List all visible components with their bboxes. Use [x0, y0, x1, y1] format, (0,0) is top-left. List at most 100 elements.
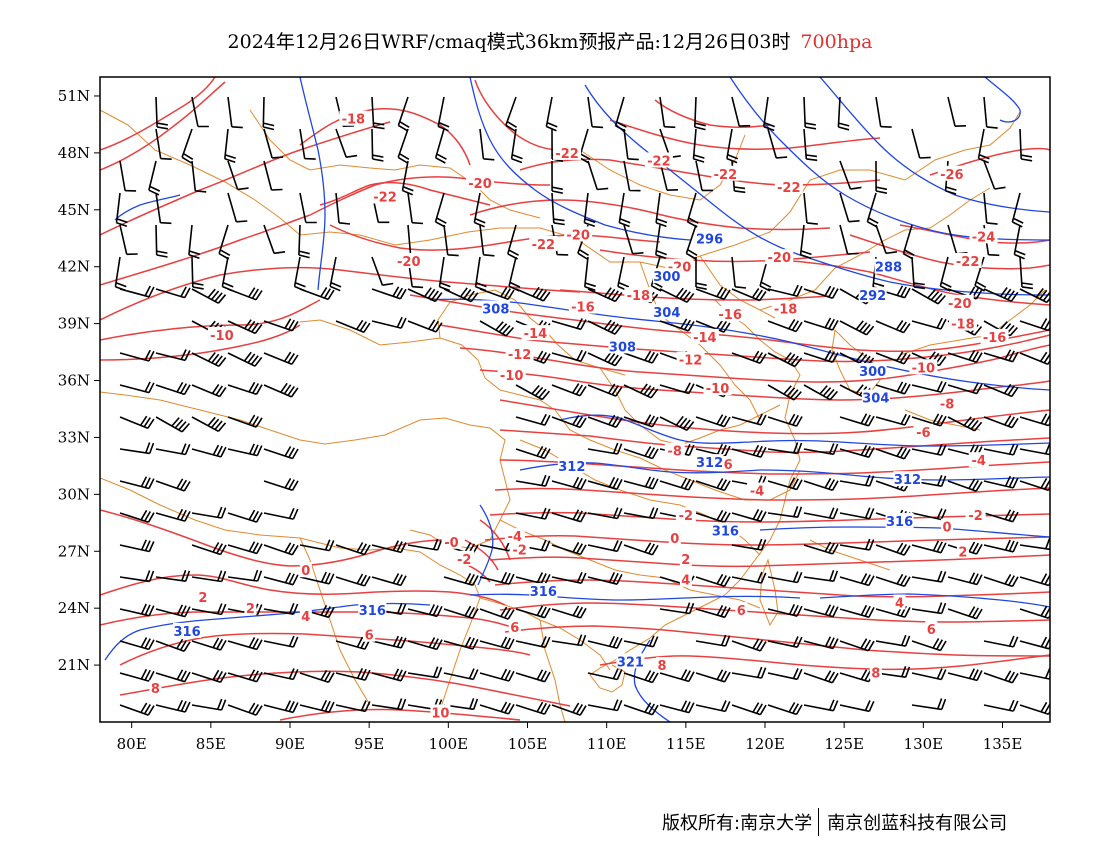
temperature-label: 6 [365, 629, 374, 644]
lat-tick-label: 48N [58, 144, 90, 162]
height-label: 312 [894, 473, 921, 488]
lon-tick-label: 80E [117, 735, 147, 753]
copyright-footer: 版权所有:南京大学 南京创蓝科技有限公司 [662, 808, 1007, 836]
lat-tick-label: 24N [58, 599, 90, 617]
temperature-label: -16 [571, 301, 595, 316]
temperature-label: -20 [397, 255, 421, 270]
temperature-label: 8 [658, 659, 667, 674]
temperature-label: 10 [431, 707, 449, 722]
map-background [100, 77, 1050, 722]
lat-tick-label: 27N [58, 542, 90, 560]
temperature-label: 6 [927, 623, 936, 638]
lat-tick-label: 45N [58, 201, 90, 219]
longitude-axis: 80E 85E 90E 95E 100E 105E 110E 115E 120E 125E 130E… [117, 722, 1023, 753]
height-label: 316 [359, 604, 386, 619]
lon-tick-label: 100E [429, 735, 469, 753]
lat-tick-label: 36N [58, 372, 90, 390]
temperature-label: 0 [301, 564, 310, 579]
lon-tick-label: 135E [983, 735, 1023, 753]
temperature-label: -12 [508, 348, 532, 363]
temperature-label: -2 [512, 543, 526, 558]
lon-tick-label: 110E [587, 735, 627, 753]
lat-tick-label: 39N [58, 315, 90, 333]
temperature-label: -20 [566, 228, 590, 243]
temperature-label: -24 [972, 230, 996, 245]
height-label: 316 [174, 625, 201, 640]
height-label: 300 [859, 365, 886, 380]
temperature-label: -8 [940, 397, 954, 412]
temperature-label: -18 [627, 289, 651, 304]
temperature-label: -6 [916, 426, 930, 441]
temperature-label: -14 [524, 327, 548, 342]
footer-separator [818, 808, 819, 836]
temperature-label: -14 [693, 331, 717, 346]
temperature-label: 0 [943, 521, 952, 536]
temperature-label: -20 [768, 251, 792, 266]
lat-tick-label: 42N [58, 258, 90, 276]
temperature-label: -22 [373, 191, 397, 206]
temperature-label: -26 [940, 168, 964, 183]
temperature-label: 6 [737, 604, 746, 619]
temperature-label: -2 [679, 509, 693, 524]
lat-tick-label: 30N [58, 485, 90, 503]
lon-tick-label: 120E [745, 735, 785, 753]
temperature-label: -2 [968, 509, 982, 524]
height-label: 321 [617, 655, 644, 670]
height-label: 304 [653, 306, 680, 321]
temperature-label: 2 [958, 545, 967, 560]
temperature-label: 4 [681, 574, 690, 589]
temperature-label: 0 [670, 532, 679, 547]
lon-tick-label: 85E [196, 735, 226, 753]
temperature-label: -12 [679, 354, 703, 369]
lat-tick-label: 33N [58, 428, 90, 446]
lon-tick-label: 105E [508, 735, 548, 753]
temperature-label: -10 [500, 369, 524, 384]
lon-tick-label: 95E [354, 735, 384, 753]
temperature-label: -4 [750, 485, 764, 500]
temperature-label: 6 [510, 621, 519, 636]
temperature-label: -10 [706, 382, 730, 397]
copyright-right: 南京创蓝科技有限公司 [827, 809, 1007, 835]
height-label: 312 [558, 460, 585, 475]
height-label: 288 [875, 261, 902, 276]
temperature-label: -4 [972, 454, 986, 469]
temperature-label: 8 [151, 682, 160, 697]
temperature-label: 2 [198, 591, 207, 606]
temperature-label: 8 [871, 667, 880, 682]
temperature-label: -10 [912, 361, 936, 376]
temperature-label: -2 [457, 553, 471, 568]
temperature-label: -20 [468, 177, 492, 192]
height-label: 292 [859, 289, 886, 304]
temperature-label: -0 [444, 536, 458, 551]
temperature-label: -20 [948, 297, 972, 312]
temperature-label: -16 [718, 308, 742, 323]
height-label: 312 [696, 456, 723, 471]
latitude-axis: 51N 48N 45N 42N 39N 36N 33N 30N 27N 24N 21N [58, 87, 100, 674]
temperature-label: 2 [681, 553, 690, 568]
lon-tick-label: 115E [666, 735, 706, 753]
temperature-label: -22 [647, 154, 671, 169]
temperature-label: -10 [210, 329, 234, 344]
height-label: 296 [696, 232, 723, 247]
temperature-label: -22 [956, 255, 980, 270]
temperature-label: -22 [555, 147, 579, 162]
height-label: 300 [653, 270, 680, 285]
lon-tick-label: 90E [275, 735, 305, 753]
temperature-label: -18 [342, 113, 366, 128]
lon-tick-label: 125E [824, 735, 864, 753]
temperature-label: -22 [714, 168, 738, 183]
temperature-label: -18 [774, 302, 798, 317]
height-label: 316 [886, 515, 913, 530]
lat-tick-label: 51N [58, 87, 90, 105]
height-label: 308 [482, 302, 509, 317]
lon-tick-label: 130E [904, 735, 944, 753]
temperature-label: 4 [895, 596, 904, 611]
lat-tick-label: 21N [58, 656, 90, 674]
height-label: 304 [862, 392, 889, 407]
temperature-label: -22 [777, 181, 801, 196]
height-label: 308 [609, 340, 636, 355]
temperature-label: 4 [301, 610, 310, 625]
height-label: 316 [712, 524, 739, 539]
height-label: 316 [530, 585, 557, 600]
